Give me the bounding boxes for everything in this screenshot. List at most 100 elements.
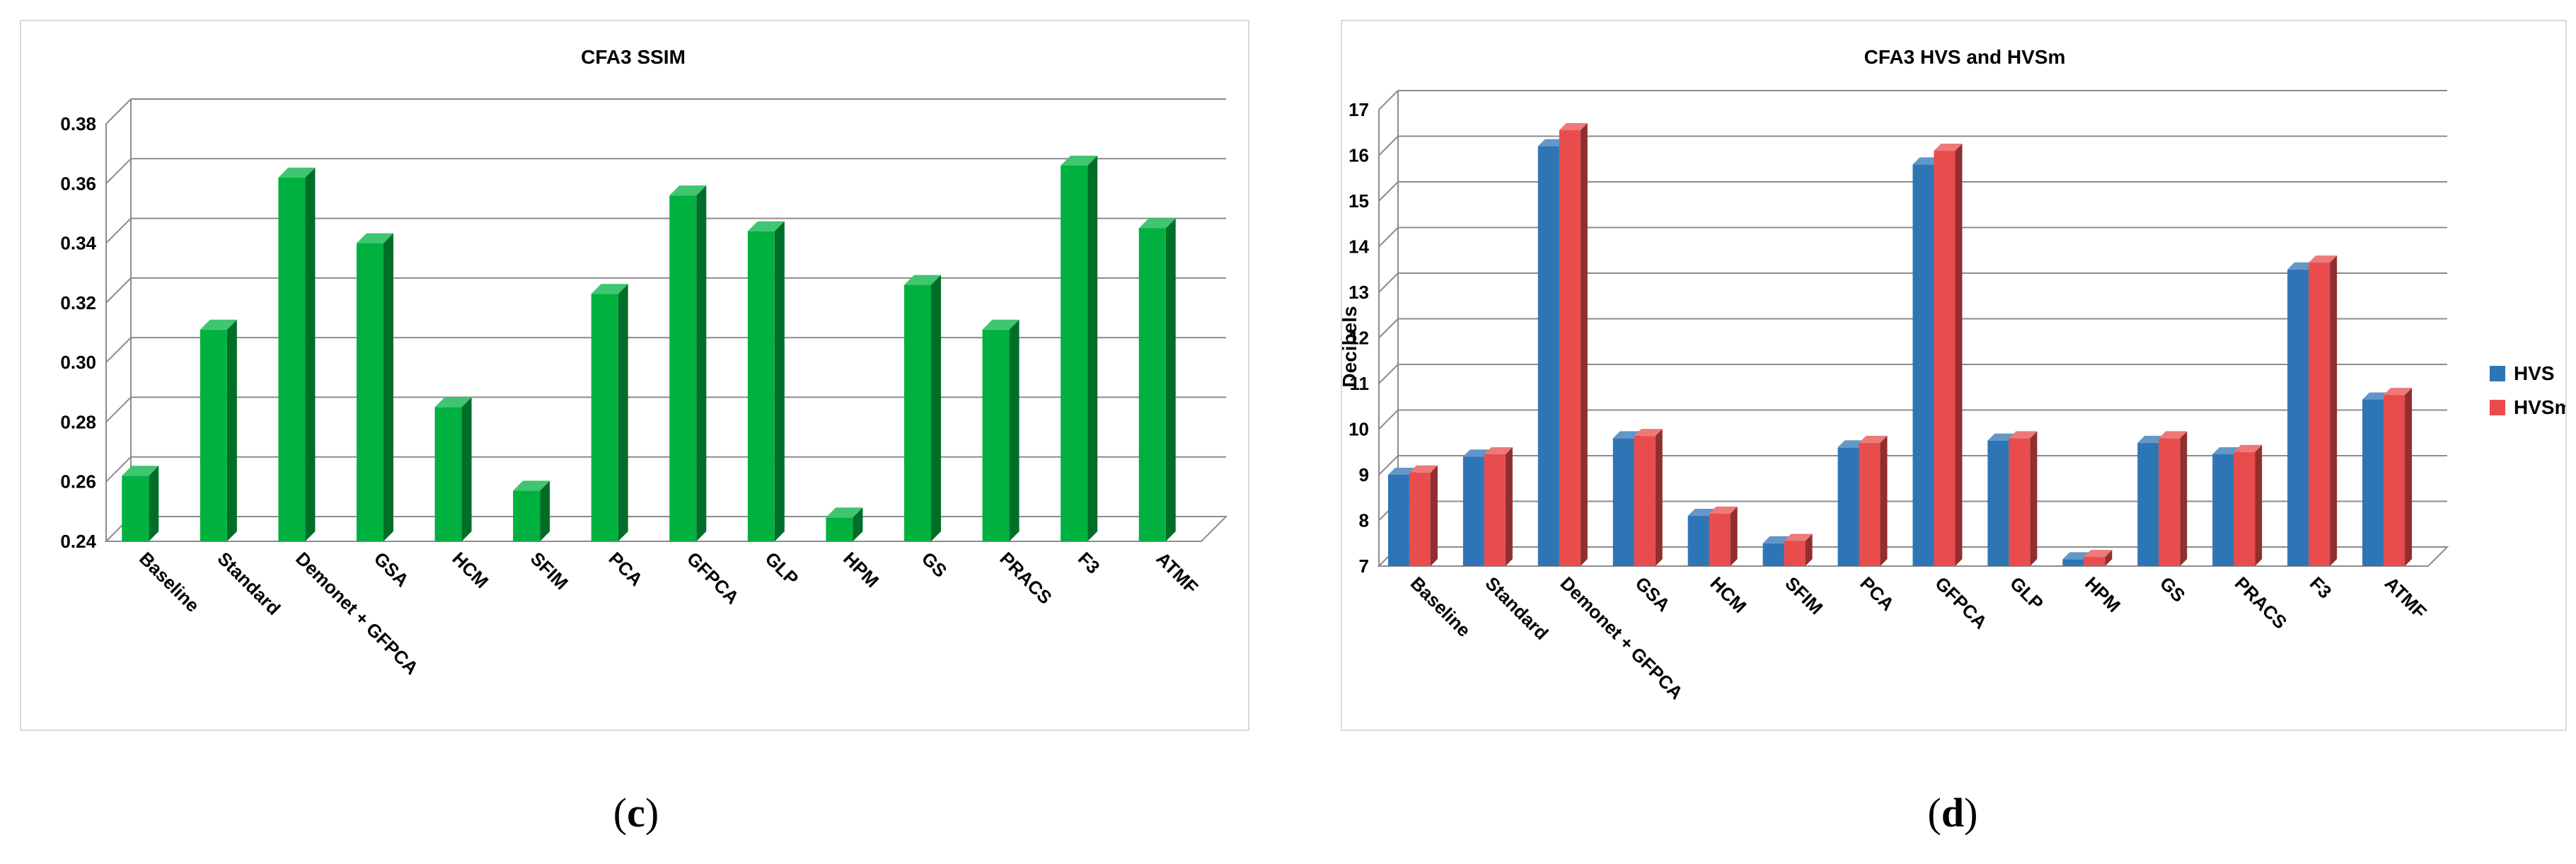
x-tick-label: F3: [2306, 572, 2336, 603]
bar-side: [1880, 435, 1888, 566]
gridline-wall: [1378, 272, 1399, 293]
bar: [2212, 454, 2234, 566]
bar: [1537, 146, 1559, 567]
bar-side: [1955, 144, 1963, 567]
bar: [1138, 228, 1166, 541]
bar-side: [1087, 156, 1098, 541]
x-tick-label: GLP: [761, 548, 803, 589]
bar-side: [931, 275, 941, 541]
x-tick-label: GFPCA: [1931, 572, 1992, 633]
gridline-wall: [1378, 135, 1399, 156]
x-tick-label: PRACS: [995, 548, 1056, 609]
y-tick-label: 0.26: [60, 471, 96, 493]
ssim-bar-chart: CFA3 SSIM 0.24 0.26 0.28 0.30 0.32 0.34 0.36 0.3…: [60, 46, 1228, 679]
bar-top: [1859, 435, 1888, 443]
bar-side: [774, 221, 785, 541]
chart-title: CFA3 SSIM: [581, 46, 686, 68]
bar: [1859, 442, 1881, 566]
x-tick-label: GFPCA: [683, 548, 744, 609]
bar-side: [853, 507, 863, 541]
bar: [2009, 438, 2031, 566]
gridline-wall: [105, 217, 132, 244]
bar: [1559, 130, 1581, 566]
bar: [1912, 164, 1934, 566]
legend-label: HVSm: [2514, 396, 2565, 418]
bar: [1612, 438, 1634, 566]
bar: [1709, 513, 1731, 566]
y-tick-label: 12: [1348, 328, 1369, 349]
y-tick-label: 17: [1348, 99, 1369, 120]
y-tick-label: 0.34: [60, 233, 96, 254]
legend-swatch: [2490, 400, 2505, 415]
gridline-wall: [105, 396, 132, 423]
bar-top: [669, 185, 707, 196]
y-tick-label: 0.36: [60, 173, 96, 194]
bar: [1634, 436, 1656, 566]
x-tick-label: GSA: [1631, 572, 1675, 616]
gridline-wall: [105, 456, 132, 483]
bar: [2084, 557, 2106, 566]
x-tick-label: SFIM: [1781, 572, 1827, 618]
bar-side: [383, 233, 393, 541]
bar-side: [149, 466, 159, 541]
bar-top: [1634, 429, 1663, 437]
y-tick-label: 0.28: [60, 411, 96, 432]
bar: [669, 195, 697, 541]
bar-top: [591, 284, 628, 294]
gridline-wall: [1378, 318, 1399, 339]
gridline-wall: [1378, 409, 1399, 430]
bar-top: [278, 167, 316, 178]
bar: [357, 243, 383, 541]
bar: [2137, 442, 2159, 566]
y-tick-label: 16: [1348, 145, 1369, 166]
bar: [1462, 456, 1484, 566]
bar: [2062, 559, 2084, 566]
y-tick-label: 0.38: [60, 113, 96, 134]
bar-side: [2180, 431, 2188, 566]
bar-side: [1805, 534, 1813, 566]
bar: [1687, 516, 1709, 566]
y-tick-label: 0.24: [60, 531, 96, 552]
bar: [1987, 440, 2009, 566]
bar: [434, 407, 462, 541]
gridline-wall: [1378, 455, 1399, 476]
bar-top: [2362, 392, 2391, 400]
bar-top: [122, 466, 159, 476]
bar: [1409, 472, 1431, 566]
gridline-wall: [1378, 226, 1399, 248]
bar-side: [1730, 506, 1738, 566]
bar-top: [513, 480, 550, 491]
bar: [2159, 438, 2181, 566]
bar-top: [2062, 552, 2091, 560]
caption-c: (c): [613, 790, 659, 836]
y-tick-label: 9: [1359, 464, 1369, 485]
bar: [2309, 263, 2330, 566]
bar-top: [434, 397, 472, 408]
bar: [200, 329, 227, 541]
bar-top: [1409, 465, 1438, 473]
gridline-wall: [1378, 90, 1399, 110]
bar-top: [1987, 433, 2016, 441]
x-tick-label: GS: [918, 548, 952, 582]
bar-top: [2309, 255, 2338, 263]
y-tick-label: 11: [1350, 373, 1370, 394]
bar-side: [696, 185, 707, 541]
gridline-wall: [105, 98, 132, 125]
bar-top: [357, 233, 393, 243]
bar-side: [2255, 444, 2263, 566]
bar-top: [2009, 431, 2038, 439]
gridline-wall: [1378, 181, 1399, 202]
x-tick-label: Baseline: [1407, 572, 1475, 641]
x-tick-label: GLP: [2006, 572, 2047, 614]
gridline-wall: [1378, 364, 1399, 384]
bar-top: [1462, 449, 1491, 457]
x-tick-label: PRACS: [2231, 572, 2292, 633]
x-tick-label: ATMF: [2381, 572, 2431, 623]
bar-top: [904, 275, 941, 285]
y-tick-label: 7: [1359, 555, 1369, 577]
bar: [2384, 395, 2405, 566]
x-tick-label: HPM: [839, 548, 883, 592]
x-tick-label: HCM: [448, 548, 492, 592]
y-tick-label: 10: [1348, 419, 1369, 440]
x-tick-label: Baseline: [135, 548, 204, 616]
